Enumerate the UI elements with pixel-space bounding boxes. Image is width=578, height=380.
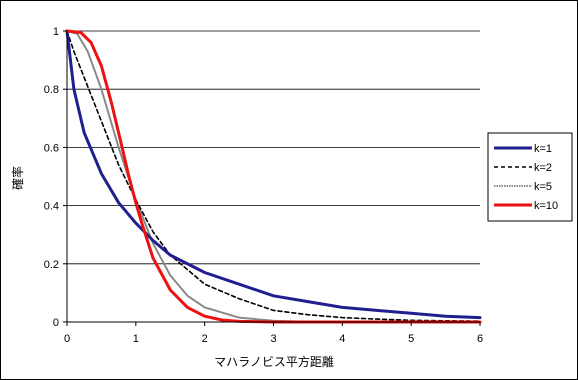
axes: 0 0.2 0.4 0.6 0.8 1 0 1 2 3 4 5 6 — [44, 26, 483, 345]
legend-box — [487, 132, 573, 222]
y-axis-title: 確率 — [10, 166, 25, 190]
y-tick-label: 0.2 — [44, 259, 59, 271]
x-tick-label: 2 — [202, 333, 208, 345]
legend: k=1 k=2 k=5 k=10 — [487, 132, 573, 222]
y-tick-label: 0.8 — [44, 84, 59, 96]
x-tick-label: 1 — [133, 333, 139, 345]
series-line-k1 — [65, 29, 482, 320]
x-tick-label: 4 — [339, 333, 345, 345]
x-tick-label: 5 — [408, 333, 414, 345]
y-tick-label: 1 — [53, 26, 59, 38]
plot-area — [65, 29, 482, 324]
series-line-k2 — [66, 30, 481, 322]
y-tick-label: 0.4 — [44, 201, 59, 213]
x-tick-label: 6 — [477, 333, 483, 345]
x-tick-label: 3 — [270, 333, 276, 345]
x-axis-title: マハラノビス平方距離 — [214, 354, 334, 369]
series-line-k10 — [65, 29, 482, 324]
legend-label-k2: k=2 — [534, 162, 552, 174]
y-tick-label: 0 — [53, 317, 59, 329]
legend-label-k10: k=10 — [534, 200, 558, 212]
x-tick-label: 0 — [64, 333, 70, 345]
legend-label-k1: k=1 — [534, 143, 552, 155]
legend-label-k5: k=5 — [534, 181, 552, 193]
y-tick-label: 0.6 — [44, 142, 59, 154]
